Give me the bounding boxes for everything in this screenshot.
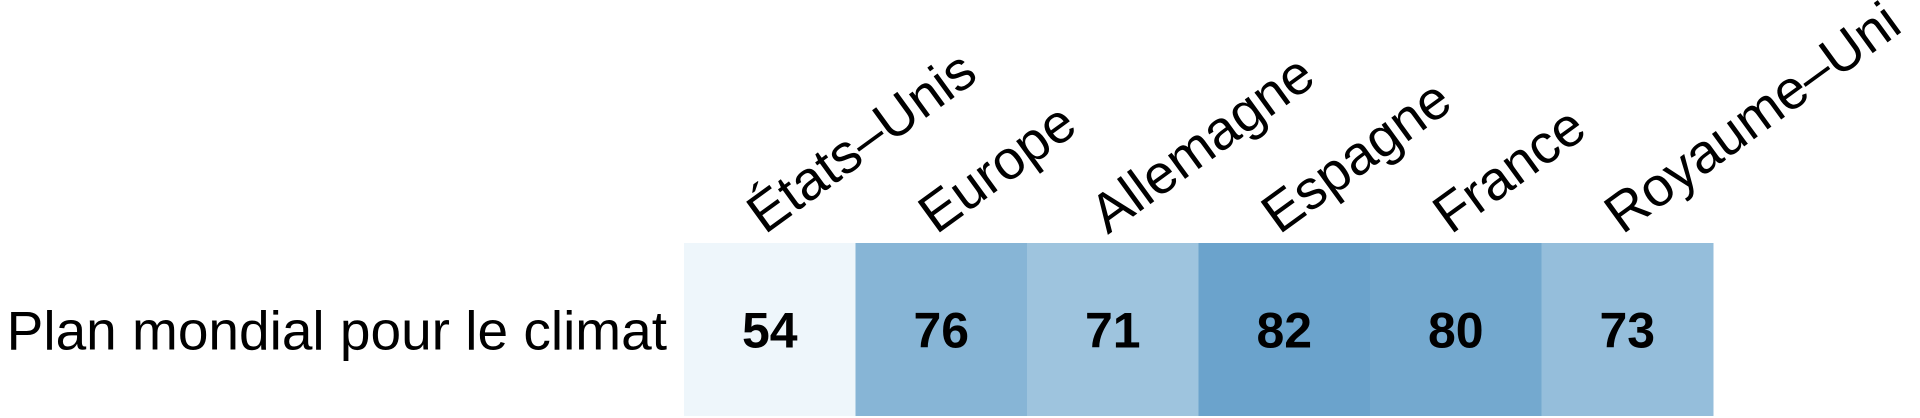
row-label: Plan mondial pour le climat — [7, 300, 667, 362]
heatmap-cell-espagne — [1198, 243, 1371, 416]
column-label-royaume-uni: Royaume–Uni — [1593, 0, 1911, 245]
cell-value-royaume-uni: 73 — [1599, 303, 1655, 359]
heatmap-cell-allemagne — [1027, 243, 1199, 416]
cell-value-espagne: 82 — [1256, 303, 1312, 359]
column-labels: États–UnisEuropeAllemagneEspagneFranceRo… — [735, 0, 1911, 245]
heatmap-cell-etats-unis — [684, 243, 856, 416]
row-labels: Plan mondial pour le climat — [7, 300, 667, 362]
cell-value-france: 80 — [1428, 303, 1484, 359]
heatmap-cell-royaume-uni — [1541, 243, 1714, 416]
cell-value-etats-unis: 54 — [742, 303, 798, 359]
heatmap-cell-europe — [855, 243, 1028, 416]
cell-value-allemagne: 71 — [1085, 303, 1141, 359]
heatmap-cell-france — [1370, 243, 1542, 416]
heatmap-cells: 54 76 71 82 80 73 — [684, 243, 1714, 416]
cell-value-europe: 76 — [913, 303, 969, 359]
